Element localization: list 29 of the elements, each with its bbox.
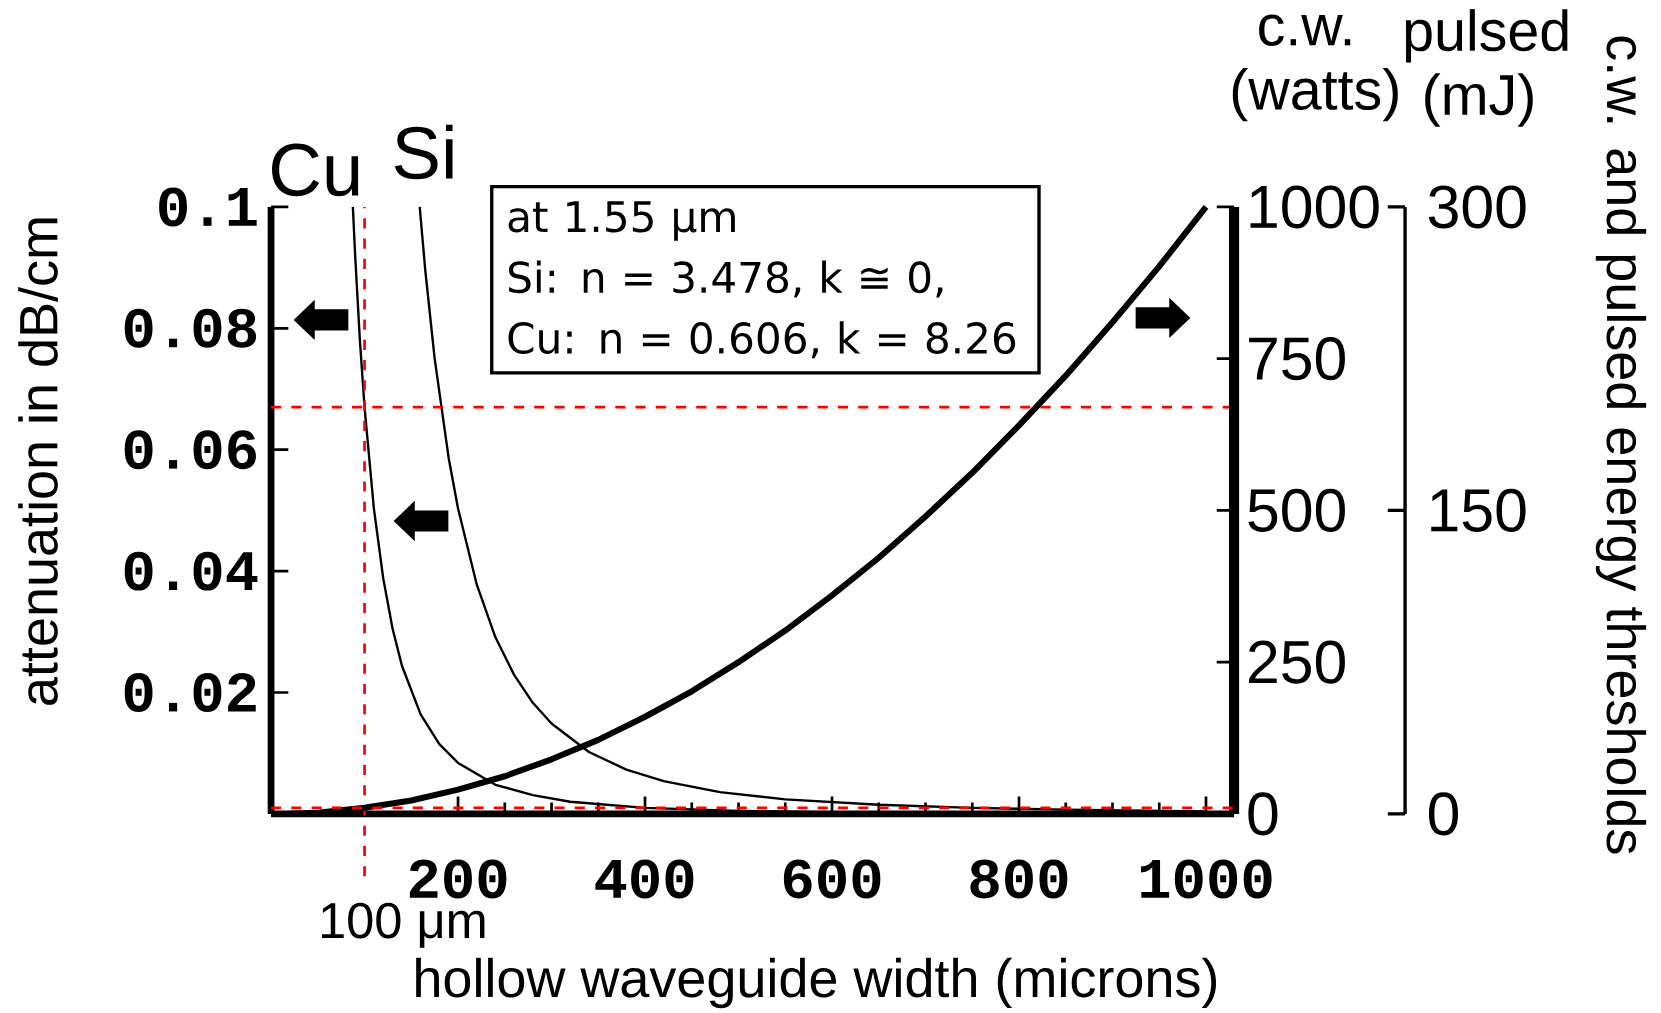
annotation: at 1.55 μm <box>508 201 735 241</box>
text: pulsed (mJ) <box>1405 9 1568 127</box>
y2-tick-label: 1000 <box>1250 185 1379 229</box>
ref-line-label: 100 μm <box>321 902 485 948</box>
y-tick-label: 0.06 <box>124 430 256 470</box>
y2-tick-label: 500 <box>1248 488 1345 532</box>
y-tick-label: 0.02 <box>124 673 256 713</box>
x-tick-label: 200 <box>409 859 507 899</box>
x-tick-label: 600 <box>783 859 881 899</box>
x-axis-title: hollow waveguide width (microns) <box>416 957 1217 1009</box>
y2-tick-label: 250 <box>1249 640 1345 684</box>
y3-tick-label: 0 <box>1428 792 1459 836</box>
legend-label: Cu <box>272 143 359 197</box>
annotation: Si: n = 3.478, k ≅ 0, <box>508 260 943 298</box>
y2-tick-label: 0 <box>1248 792 1278 836</box>
y2-axis-title: c.w. and pulsed energy thresholds <box>1595 36 1647 854</box>
series-label: Si <box>394 124 453 180</box>
y-tick-label: 0.04 <box>124 551 258 591</box>
y3-tick-label: 150 <box>1431 488 1526 532</box>
y2-tick-label: 750 <box>1249 337 1345 381</box>
x-tick-label: 800 <box>970 859 1068 899</box>
y-axis-title: attenuation in dB/cm <box>18 218 58 705</box>
y3-tick-label: 300 <box>1428 185 1526 229</box>
x-tick-label: 400 <box>595 859 694 899</box>
x-tick-label: 1000 <box>1141 859 1272 899</box>
annotation: Cu: n = 0.606, k = 8.26 <box>508 321 1016 359</box>
text: c.w. (watts) <box>1232 14 1398 122</box>
y-tick-label: 0.08 <box>124 308 257 348</box>
y-tick-label: 0.1 <box>159 187 257 227</box>
